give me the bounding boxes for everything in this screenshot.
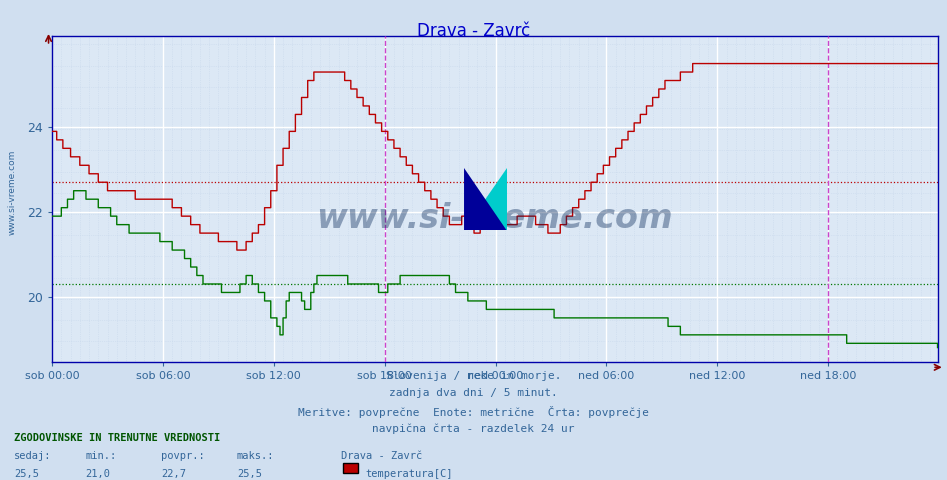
- Text: 22,7: 22,7: [161, 469, 186, 480]
- Polygon shape: [464, 168, 507, 230]
- Text: temperatura[C]: temperatura[C]: [366, 469, 453, 480]
- Text: sedaj:: sedaj:: [14, 451, 52, 461]
- Text: 21,0: 21,0: [85, 469, 110, 480]
- Text: min.:: min.:: [85, 451, 116, 461]
- Text: www.si-vreme.com: www.si-vreme.com: [316, 202, 673, 235]
- Text: maks.:: maks.:: [237, 451, 275, 461]
- Text: povpr.:: povpr.:: [161, 451, 205, 461]
- Text: Drava - Zavrč: Drava - Zavrč: [417, 22, 530, 40]
- Text: www.si-vreme.com: www.si-vreme.com: [8, 149, 16, 235]
- Text: Drava - Zavrč: Drava - Zavrč: [341, 451, 422, 461]
- Text: Slovenija / reke in morje.: Slovenija / reke in morje.: [385, 371, 562, 381]
- Text: 25,5: 25,5: [14, 469, 39, 480]
- Text: ZGODOVINSKE IN TRENUTNE VREDNOSTI: ZGODOVINSKE IN TRENUTNE VREDNOSTI: [14, 433, 221, 443]
- Polygon shape: [464, 168, 507, 230]
- Text: Meritve: povprečne  Enote: metrične  Črta: povprečje: Meritve: povprečne Enote: metrične Črta:…: [298, 406, 649, 418]
- Text: 25,5: 25,5: [237, 469, 261, 480]
- Text: navpična črta - razdelek 24 ur: navpična črta - razdelek 24 ur: [372, 424, 575, 434]
- Text: zadnja dva dni / 5 minut.: zadnja dva dni / 5 minut.: [389, 388, 558, 398]
